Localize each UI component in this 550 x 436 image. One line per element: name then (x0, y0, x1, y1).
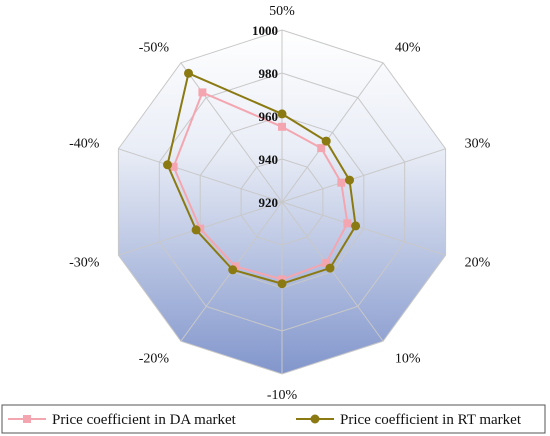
data-point (198, 88, 207, 97)
radar-tick-labels: 920 940 960 980 1000 (252, 23, 278, 210)
data-point (345, 175, 354, 185)
category-label: 10% (395, 351, 421, 366)
data-point (163, 160, 172, 170)
legend-item-da: Price coefficient in DA market (8, 412, 237, 428)
legend-label-rt: Price coefficient in RT market (340, 412, 522, 428)
data-point (277, 109, 287, 119)
grid-spoke (281, 201, 446, 256)
category-label: -40% (69, 137, 100, 152)
data-point (325, 263, 335, 273)
radar-series (163, 68, 361, 289)
category-label: 40% (395, 41, 421, 56)
legend-marker-rt (310, 414, 320, 424)
data-point (184, 68, 193, 78)
legend-item-rt: Price coefficient in RT market (296, 412, 522, 428)
tick-label: 940 (259, 152, 279, 167)
category-label: -50% (139, 41, 170, 56)
category-label: -30% (69, 255, 100, 270)
grid-spoke (180, 62, 283, 203)
data-point (228, 265, 238, 275)
data-point (343, 219, 352, 228)
data-point (321, 136, 331, 146)
category-label: -20% (139, 351, 170, 366)
data-point (278, 122, 286, 131)
tick-label: 1000 (252, 23, 278, 38)
legend: Price coefficient in DA market Price coe… (1, 404, 546, 434)
grid-spoke (118, 148, 283, 203)
category-label: 30% (465, 137, 491, 152)
data-point (277, 279, 287, 289)
tick-label: 980 (259, 66, 279, 81)
data-point (169, 162, 178, 171)
legend-box (1, 404, 546, 434)
category-label: -10% (267, 388, 298, 403)
data-point (191, 225, 201, 235)
data-point (322, 258, 331, 267)
grid-spoke (281, 62, 384, 203)
grid-spoke (281, 148, 446, 203)
data-point (351, 221, 361, 231)
series-1 (163, 68, 361, 289)
data-point (337, 178, 346, 187)
category-label: 20% (465, 255, 491, 270)
legend-marker-da (23, 415, 31, 423)
category-label: 50% (269, 4, 295, 19)
data-point (317, 144, 326, 153)
legend-label-da: Price coefficient in DA market (52, 412, 237, 428)
tick-label: 960 (259, 109, 279, 124)
tick-label: 920 (259, 195, 279, 210)
radar-category-labels: 50% 40% 30% 20% 10% -10% -20% -30% -40% -50% (69, 4, 491, 403)
